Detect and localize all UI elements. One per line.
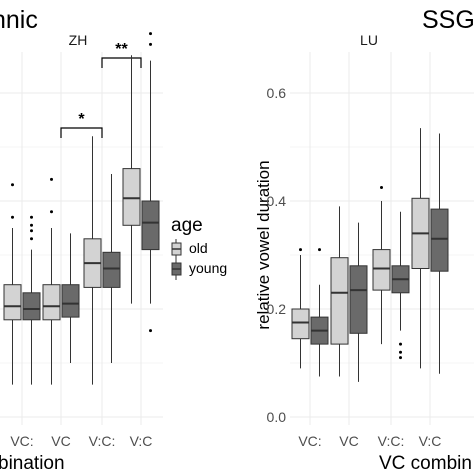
zh-box-young-2 — [102, 174, 121, 363]
lu-y-tick-labels: 0.0 0.2 0.4 0.6 — [267, 85, 287, 425]
zh-x-axis-label: bination — [0, 453, 65, 474]
lu-y-tick-label: 0.6 — [267, 85, 287, 101]
lu-x-tick-label: V:C: — [378, 433, 405, 449]
lu-x-tick-label: VC — [339, 433, 358, 449]
zh-outlier-point — [30, 215, 33, 219]
zh-box-young-1 — [61, 233, 80, 363]
zh-strip-label: ZH — [69, 32, 88, 48]
zh-box-iqr — [141, 200, 160, 251]
significance-stars: ** — [115, 41, 128, 58]
zh-x-tick-label: VC: — [10, 433, 33, 449]
lu-panel: relative vowel duration 0.00.20.40.6 LU … — [254, 32, 474, 474]
zh-box-old-1 — [42, 177, 61, 385]
zh-outlier-point — [11, 215, 14, 219]
zh-x-tick-label: V:C: — [89, 433, 116, 449]
lu-y-tick-label: 0.0 — [267, 409, 287, 425]
zh-box-iqr — [102, 251, 121, 288]
zh-box-iqr — [61, 284, 80, 318]
lu-boxes — [291, 128, 449, 382]
zh-box-young-0 — [22, 215, 41, 385]
lu-strip-label: LU — [360, 32, 378, 48]
lu-outlier-point — [399, 350, 402, 354]
zh-outlier-point — [11, 183, 14, 187]
lu-y-tick-label: 0.4 — [267, 193, 287, 209]
zh-box-old-3 — [122, 55, 141, 304]
zh-box-iqr — [42, 284, 61, 321]
lu-box-iqr — [372, 249, 391, 291]
zh-box-iqr — [3, 284, 22, 321]
zh-box-iqr — [22, 292, 41, 321]
lu-outlier-point — [380, 186, 383, 189]
legend-title: age — [171, 215, 203, 236]
lu-outlier-point — [399, 356, 402, 360]
lu-y-axis-label: relative vowel duration — [254, 160, 273, 329]
zh-panel: ZH *** VC: VC V:C: V:C bination — [0, 32, 163, 474]
zh-box-old-2 — [83, 136, 102, 385]
legend-keys: old young — [171, 239, 227, 280]
lu-box-iqr — [330, 257, 349, 345]
lu-box-iqr — [291, 308, 310, 340]
lu-outlier-point — [299, 248, 302, 252]
zh-panel-bg — [0, 52, 163, 425]
legend-key-young: young — [171, 259, 227, 280]
zh-box-iqr — [122, 168, 141, 226]
lu-box-old-0 — [291, 248, 310, 369]
lu-box-young-0 — [310, 248, 329, 377]
right-title-fragment: SSG — [422, 6, 474, 34]
legend-key-old: old — [171, 239, 208, 260]
lu-x-tick-label: V:C — [419, 433, 442, 449]
zh-outlier-point — [30, 223, 33, 227]
lu-box-young-2 — [391, 211, 410, 360]
zh-boxes — [3, 32, 160, 385]
significance-bracket — [60, 127, 103, 138]
zh-x-tick-labels: VC: VC V:C: V:C — [10, 433, 152, 449]
legend: age old young — [171, 215, 227, 280]
lu-x-tick-label: VC: — [298, 433, 321, 449]
left-title-fragment: nnic — [0, 6, 38, 34]
legend-label: young — [189, 260, 227, 276]
zh-x-tick-label: V:C — [130, 433, 153, 449]
zh-x-tick-label: VC — [51, 433, 70, 449]
zh-outlier-point — [149, 329, 152, 333]
lu-box-young-3 — [430, 133, 449, 374]
lu-x-axis-label: VC combin — [379, 453, 472, 474]
lu-box-iqr — [349, 265, 368, 334]
significance-bracket — [101, 57, 142, 68]
zh-gridlines — [0, 52, 163, 425]
lu-y-tick-label: 0.2 — [267, 301, 287, 317]
lu-box-iqr — [430, 208, 449, 272]
legend-label: old — [189, 240, 208, 256]
lu-outlier-point — [318, 248, 321, 252]
lu-x-tick-labels: VC: VC V:C: V:C — [298, 433, 441, 449]
lu-box-young-1 — [349, 222, 368, 382]
lu-box-old-3 — [411, 128, 430, 369]
lu-outlier-point — [399, 342, 402, 346]
zh-box-young-3 — [141, 32, 160, 333]
zh-outlier-point — [149, 32, 152, 36]
lu-box-old-2 — [372, 186, 391, 345]
zh-significance-brackets: *** — [60, 41, 142, 138]
zh-outlier-point — [149, 42, 152, 46]
zh-outlier-point — [50, 177, 53, 181]
zh-box-old-0 — [3, 183, 22, 385]
zh-outlier-point — [50, 210, 53, 214]
zh-outlier-point — [30, 237, 33, 241]
lu-box-old-1 — [330, 206, 349, 377]
significance-stars: * — [78, 111, 85, 128]
zh-outlier-point — [30, 229, 33, 233]
